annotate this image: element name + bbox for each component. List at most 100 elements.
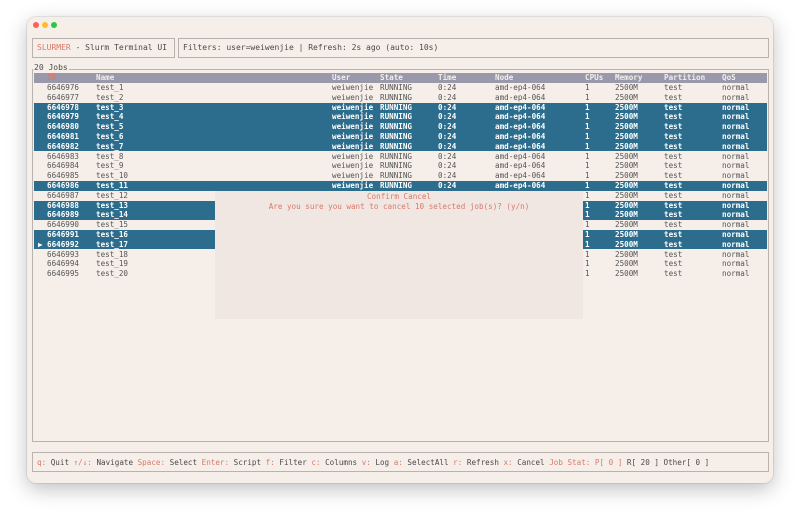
- job-memory: 2500M: [615, 180, 638, 190]
- column-header-time[interactable]: Time: [438, 73, 457, 82]
- job-memory: 2500M: [615, 92, 638, 102]
- column-header-node[interactable]: Node: [495, 73, 514, 82]
- shortcut-key: f:: [265, 458, 275, 467]
- column-header-partition[interactable]: Partition: [664, 73, 706, 82]
- table-row[interactable]: 6646981 test_6 weiwenjie RUNNING 0:24 amd-ep4…: [34, 131, 767, 142]
- job-user: weiwenjie: [332, 92, 374, 102]
- minimize-window-button[interactable]: [42, 22, 48, 28]
- job-cpus: 1: [585, 190, 590, 200]
- table-row[interactable]: 6646995 test_20 1 2500M test normal: [34, 269, 767, 279]
- job-id: 6646989: [47, 210, 80, 220]
- job-state: RUNNING: [380, 171, 413, 181]
- filter-status-text: Filters: user=weiwenjie | Refresh: 2s ag…: [183, 43, 439, 52]
- job-memory: 2500M: [615, 141, 638, 151]
- job-time: 0:24: [438, 92, 457, 102]
- table-header-row: ID Name User State Time Node CPUs Memory…: [34, 73, 767, 83]
- shortcut-description: Filter: [274, 458, 312, 467]
- shortcut-description: Cancel: [512, 458, 550, 467]
- app-title-panel: SLURMER - Slurm Terminal UI: [32, 38, 175, 58]
- job-time: 0:24: [438, 82, 457, 92]
- job-qos: normal: [722, 102, 750, 112]
- column-header-qos[interactable]: QoS: [722, 73, 736, 82]
- job-name: test_19: [96, 259, 129, 269]
- zoom-window-button[interactable]: [51, 22, 57, 28]
- job-node: amd-ep4-064: [495, 161, 546, 171]
- job-cpus: 1: [585, 210, 590, 220]
- close-window-button[interactable]: [33, 22, 39, 28]
- job-node: amd-ep4-064: [495, 131, 546, 141]
- column-header-id[interactable]: ID: [47, 73, 57, 82]
- shortcut-key: a:: [393, 458, 403, 467]
- job-qos: normal: [722, 131, 750, 141]
- job-qos: normal: [722, 239, 750, 249]
- table-row[interactable]: 6646979 test_4 weiwenjie RUNNING 0:24 amd-ep4…: [34, 112, 767, 123]
- job-partition: test: [664, 180, 683, 190]
- job-cpus: 1: [585, 141, 590, 151]
- job-partition: test: [664, 92, 683, 102]
- table-row[interactable]: 6646983 test_8 weiwenjie RUNNING 0:24 amd-ep4…: [34, 152, 767, 162]
- shortcut-description: Quit: [46, 458, 74, 467]
- job-name: test_11: [96, 180, 129, 190]
- job-name: test_16: [96, 229, 129, 239]
- job-id: 6646978: [47, 102, 80, 112]
- job-time: 0:24: [438, 102, 457, 112]
- job-qos: normal: [722, 210, 750, 220]
- column-header-state[interactable]: State: [380, 73, 403, 82]
- table-row[interactable]: 6646984 test_9 weiwenjie RUNNING 0:24 amd-ep4…: [34, 161, 767, 171]
- job-id: 6646990: [47, 220, 80, 230]
- table-row[interactable]: 6646986 test_11 weiwenjie RUNNING 0:24 amd-ep…: [34, 180, 767, 191]
- job-cpus: 1: [585, 151, 590, 161]
- shortcut-key: Enter:: [201, 458, 230, 467]
- job-stat-label: Job Stat:: [549, 458, 595, 467]
- job-memory: 2500M: [615, 200, 638, 210]
- job-cpus: 1: [585, 249, 590, 259]
- job-name: test_18: [96, 249, 129, 259]
- job-time: 0:24: [438, 122, 457, 132]
- job-cpus: 1: [585, 220, 590, 230]
- column-header-name[interactable]: Name: [96, 73, 115, 82]
- table-row[interactable]: 6646990 test_15 1 2500M test normal: [34, 220, 767, 230]
- job-name: test_9: [96, 161, 124, 171]
- job-qos: normal: [722, 190, 750, 200]
- table-row[interactable]: 6646978 test_3 weiwenjie RUNNING 0:24 amd-ep4…: [34, 102, 767, 113]
- job-id: 6646994: [47, 259, 80, 269]
- job-state: RUNNING: [380, 92, 413, 102]
- job-cpus: 1: [585, 112, 590, 122]
- table-row[interactable]: 6646987 test_12 1 2500M test normal: [34, 191, 767, 201]
- job-partition: test: [664, 210, 683, 220]
- job-qos: normal: [722, 92, 750, 102]
- table-row[interactable]: 6646977 test_2 weiwenjie RUNNING 0:24 amd-ep4…: [34, 93, 767, 103]
- job-partition: test: [664, 112, 683, 122]
- job-node: amd-ep4-064: [495, 180, 546, 190]
- table-row[interactable]: 6646985 test_10 weiwenjie RUNNING 0:24 amd-ep…: [34, 171, 767, 181]
- job-qos: normal: [722, 180, 750, 190]
- job-qos: normal: [722, 259, 750, 269]
- shortcut-key: ↑/↓:: [73, 458, 92, 467]
- job-cpus: 1: [585, 259, 590, 269]
- shortcut-description: SelectAll: [402, 458, 454, 467]
- job-cpus: 1: [585, 229, 590, 239]
- terminal-window: SLURMER - Slurm Terminal UI Filters: use…: [27, 17, 773, 483]
- job-name: test_10: [96, 171, 129, 181]
- job-id: 6646977: [47, 92, 80, 102]
- column-header-memory[interactable]: Memory: [615, 73, 643, 82]
- job-name: test_20: [96, 269, 129, 279]
- job-name: test_6: [96, 131, 124, 141]
- job-cpus: 1: [585, 122, 590, 132]
- table-row[interactable]: 6646994 test_19 1 2500M test normal: [34, 259, 767, 269]
- job-id: 6646986: [47, 180, 80, 190]
- confirm-cancel-dialog[interactable]: Confirm Cancel Are you sure you want to …: [215, 191, 583, 319]
- running-count: R[ 20 ]: [622, 458, 659, 467]
- shortcut-key: r:: [453, 458, 463, 467]
- column-header-user[interactable]: User: [332, 73, 351, 82]
- job-partition: test: [664, 102, 683, 112]
- table-row[interactable]: 6646982 test_7 weiwenjie RUNNING 0:24 amd-ep4…: [34, 141, 767, 152]
- table-row[interactable]: 6646980 test_5 weiwenjie RUNNING 0:24 amd-ep4…: [34, 122, 767, 132]
- job-qos: normal: [722, 220, 750, 230]
- column-header-cpus[interactable]: CPUs: [585, 73, 604, 82]
- dialog-message: Are you sure you want to cancel 10 selec…: [268, 201, 530, 211]
- table-row[interactable]: 6646993 test_18 1 2500M test normal: [34, 250, 767, 260]
- job-cpus: 1: [585, 269, 590, 279]
- table-row[interactable]: 6646976 test_1 weiwenjie RUNNING 0:24 amd-ep4…: [34, 83, 767, 93]
- job-qos: normal: [722, 112, 750, 122]
